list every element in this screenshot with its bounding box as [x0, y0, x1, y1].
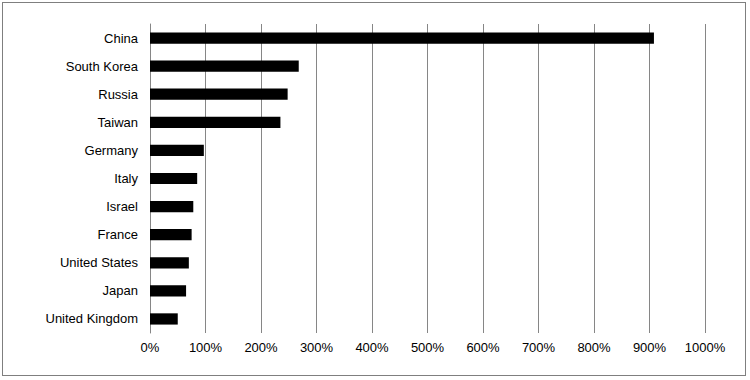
- svg-text:Italy: Italy: [114, 171, 138, 186]
- svg-text:1000%: 1000%: [685, 340, 726, 355]
- svg-text:United States: United States: [60, 255, 139, 270]
- svg-text:Taiwan: Taiwan: [98, 115, 138, 130]
- svg-text:Russia: Russia: [98, 87, 139, 102]
- svg-text:500%: 500%: [411, 340, 445, 355]
- svg-text:United Kingdom: United Kingdom: [46, 311, 139, 326]
- svg-text:800%: 800%: [577, 340, 611, 355]
- svg-text:100%: 100%: [189, 340, 223, 355]
- svg-text:South Korea: South Korea: [66, 59, 139, 74]
- svg-text:300%: 300%: [300, 340, 334, 355]
- svg-text:400%: 400%: [355, 340, 389, 355]
- svg-text:0%: 0%: [141, 340, 160, 355]
- svg-text:200%: 200%: [244, 340, 278, 355]
- svg-text:Israel: Israel: [106, 199, 138, 214]
- svg-text:France: France: [98, 227, 138, 242]
- svg-text:900%: 900%: [633, 340, 667, 355]
- svg-text:600%: 600%: [466, 340, 500, 355]
- svg-text:China: China: [104, 31, 139, 46]
- svg-text:Germany: Germany: [85, 143, 139, 158]
- svg-text:Japan: Japan: [103, 283, 138, 298]
- svg-text:700%: 700%: [522, 340, 556, 355]
